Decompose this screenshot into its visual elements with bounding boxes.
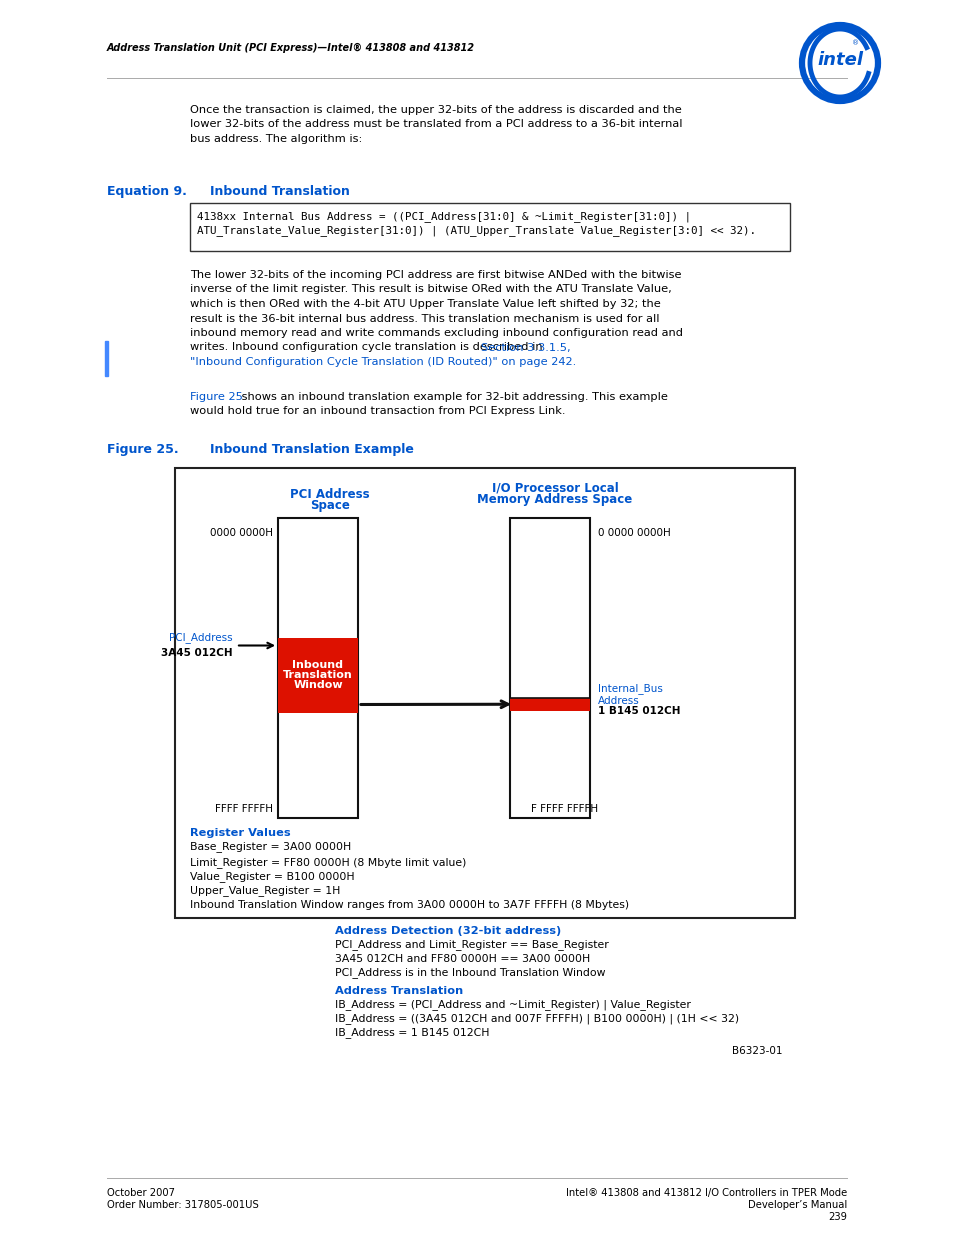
Text: IB_Address = 1 B145 012CH: IB_Address = 1 B145 012CH xyxy=(335,1028,489,1039)
Text: IB_Address = (PCI_Address and ~Limit_Register) | Value_Register: IB_Address = (PCI_Address and ~Limit_Reg… xyxy=(335,999,690,1010)
Text: Limit_Register = FF80 0000H (8 Mbyte limit value): Limit_Register = FF80 0000H (8 Mbyte lim… xyxy=(190,857,466,868)
Bar xyxy=(510,698,589,711)
Bar xyxy=(105,341,109,375)
Text: Internal_Bus: Internal_Bus xyxy=(598,683,662,694)
Bar xyxy=(277,637,357,713)
Text: result is the 36-bit internal bus address. This translation mechanism is used fo: result is the 36-bit internal bus addres… xyxy=(190,314,659,324)
Text: Once the transaction is claimed, the upper 32-bits of the address is discarded a: Once the transaction is claimed, the upp… xyxy=(190,105,681,143)
Text: Section 3.3.1.5,: Section 3.3.1.5, xyxy=(480,342,570,352)
Bar xyxy=(277,517,357,818)
Text: Register Values: Register Values xyxy=(190,827,291,837)
Text: "Inbound Configuration Cycle Translation (ID Routed)" on page 242.: "Inbound Configuration Cycle Translation… xyxy=(190,357,576,367)
Text: Translation: Translation xyxy=(283,671,353,680)
Text: Space: Space xyxy=(310,499,350,513)
Text: The lower 32-bits of the incoming PCI address are first bitwise ANDed with the b: The lower 32-bits of the incoming PCI ad… xyxy=(190,270,680,280)
Text: B6323-01: B6323-01 xyxy=(732,1046,782,1056)
Text: Address Detection (32-bit address): Address Detection (32-bit address) xyxy=(335,925,560,935)
Text: 4138xx Internal Bus Address = ((PCI_Address[31:0] & ~Limit_Register[31:0]) |: 4138xx Internal Bus Address = ((PCI_Addr… xyxy=(196,211,690,222)
Text: inbound memory read and write commands excluding inbound configuration read and: inbound memory read and write commands e… xyxy=(190,329,682,338)
Text: 3A45 012CH: 3A45 012CH xyxy=(161,648,233,658)
Text: 0 0000 0000H: 0 0000 0000H xyxy=(598,527,670,537)
Text: Upper_Value_Register = 1H: Upper_Value_Register = 1H xyxy=(190,885,340,897)
Text: Figure 25.: Figure 25. xyxy=(107,442,178,456)
Bar xyxy=(510,517,589,818)
Text: Figure 25: Figure 25 xyxy=(190,391,243,401)
Text: which is then ORed with the 4-bit ATU Upper Translate Value left shifted by 32; : which is then ORed with the 4-bit ATU Up… xyxy=(190,299,660,309)
Text: 3A45 012CH and FF80 0000H == 3A00 0000H: 3A45 012CH and FF80 0000H == 3A00 0000H xyxy=(335,953,590,963)
Text: 0000 0000H: 0000 0000H xyxy=(210,527,273,537)
Text: IB_Address = ((3A45 012CH and 007F FFFFH) | B100 0000H) | (1H << 32): IB_Address = ((3A45 012CH and 007F FFFFH… xyxy=(335,1014,739,1024)
Text: PCI_Address and Limit_Register == Base_Register: PCI_Address and Limit_Register == Base_R… xyxy=(335,940,608,951)
Text: Base_Register = 3A00 0000H: Base_Register = 3A00 0000H xyxy=(190,841,351,852)
Text: I/O Processor Local: I/O Processor Local xyxy=(491,482,618,494)
Text: PCI_Address is in the Inbound Translation Window: PCI_Address is in the Inbound Translatio… xyxy=(335,967,605,978)
Text: would hold true for an inbound transaction from PCI Express Link.: would hold true for an inbound transacti… xyxy=(190,406,565,416)
Text: Address: Address xyxy=(598,695,639,705)
Text: shows an inbound translation example for 32-bit addressing. This example: shows an inbound translation example for… xyxy=(237,391,667,401)
Text: Developer’s Manual: Developer’s Manual xyxy=(747,1200,846,1210)
Text: October 2007: October 2007 xyxy=(107,1188,174,1198)
Text: Memory Address Space: Memory Address Space xyxy=(476,494,632,506)
Text: intel: intel xyxy=(816,51,862,69)
Text: Order Number: 317805-001US: Order Number: 317805-001US xyxy=(107,1200,258,1210)
Text: writes. Inbound configuration cycle translation is described in: writes. Inbound configuration cycle tran… xyxy=(190,342,546,352)
Bar xyxy=(190,203,789,251)
Text: Address Translation Unit (PCI Express)—Intel® 413808 and 413812: Address Translation Unit (PCI Express)—I… xyxy=(107,43,475,53)
Text: Value_Register = B100 0000H: Value_Register = B100 0000H xyxy=(190,872,355,882)
Text: inverse of the limit register. This result is bitwise ORed with the ATU Translat: inverse of the limit register. This resu… xyxy=(190,284,671,294)
Text: ATU_Translate_Value_Register[31:0]) | (ATU_Upper_Translate Value_Register[3:0] <: ATU_Translate_Value_Register[31:0]) | (A… xyxy=(196,225,755,236)
Text: PCI Address: PCI Address xyxy=(290,488,370,500)
Text: 1 B145 012CH: 1 B145 012CH xyxy=(598,706,679,716)
Bar xyxy=(174,468,794,918)
Text: Intel® 413808 and 413812 I/O Controllers in TPER Mode: Intel® 413808 and 413812 I/O Controllers… xyxy=(565,1188,846,1198)
Text: Inbound Translation Example: Inbound Translation Example xyxy=(210,442,414,456)
Text: FFFF FFFFH: FFFF FFFFH xyxy=(214,804,273,815)
Text: F FFFF FFFFH: F FFFF FFFFH xyxy=(530,804,598,815)
Text: Equation 9.: Equation 9. xyxy=(107,185,187,198)
Text: Inbound: Inbound xyxy=(293,659,343,671)
Text: Inbound Translation: Inbound Translation xyxy=(210,185,350,198)
Text: Address Translation: Address Translation xyxy=(335,986,463,995)
Text: ®: ® xyxy=(852,40,859,46)
Text: 239: 239 xyxy=(827,1212,846,1221)
Text: Window: Window xyxy=(293,680,342,690)
Text: PCI_Address: PCI_Address xyxy=(170,632,233,643)
Text: Inbound Translation Window ranges from 3A00 0000H to 3A7F FFFFH (8 Mbytes): Inbound Translation Window ranges from 3… xyxy=(190,899,628,909)
